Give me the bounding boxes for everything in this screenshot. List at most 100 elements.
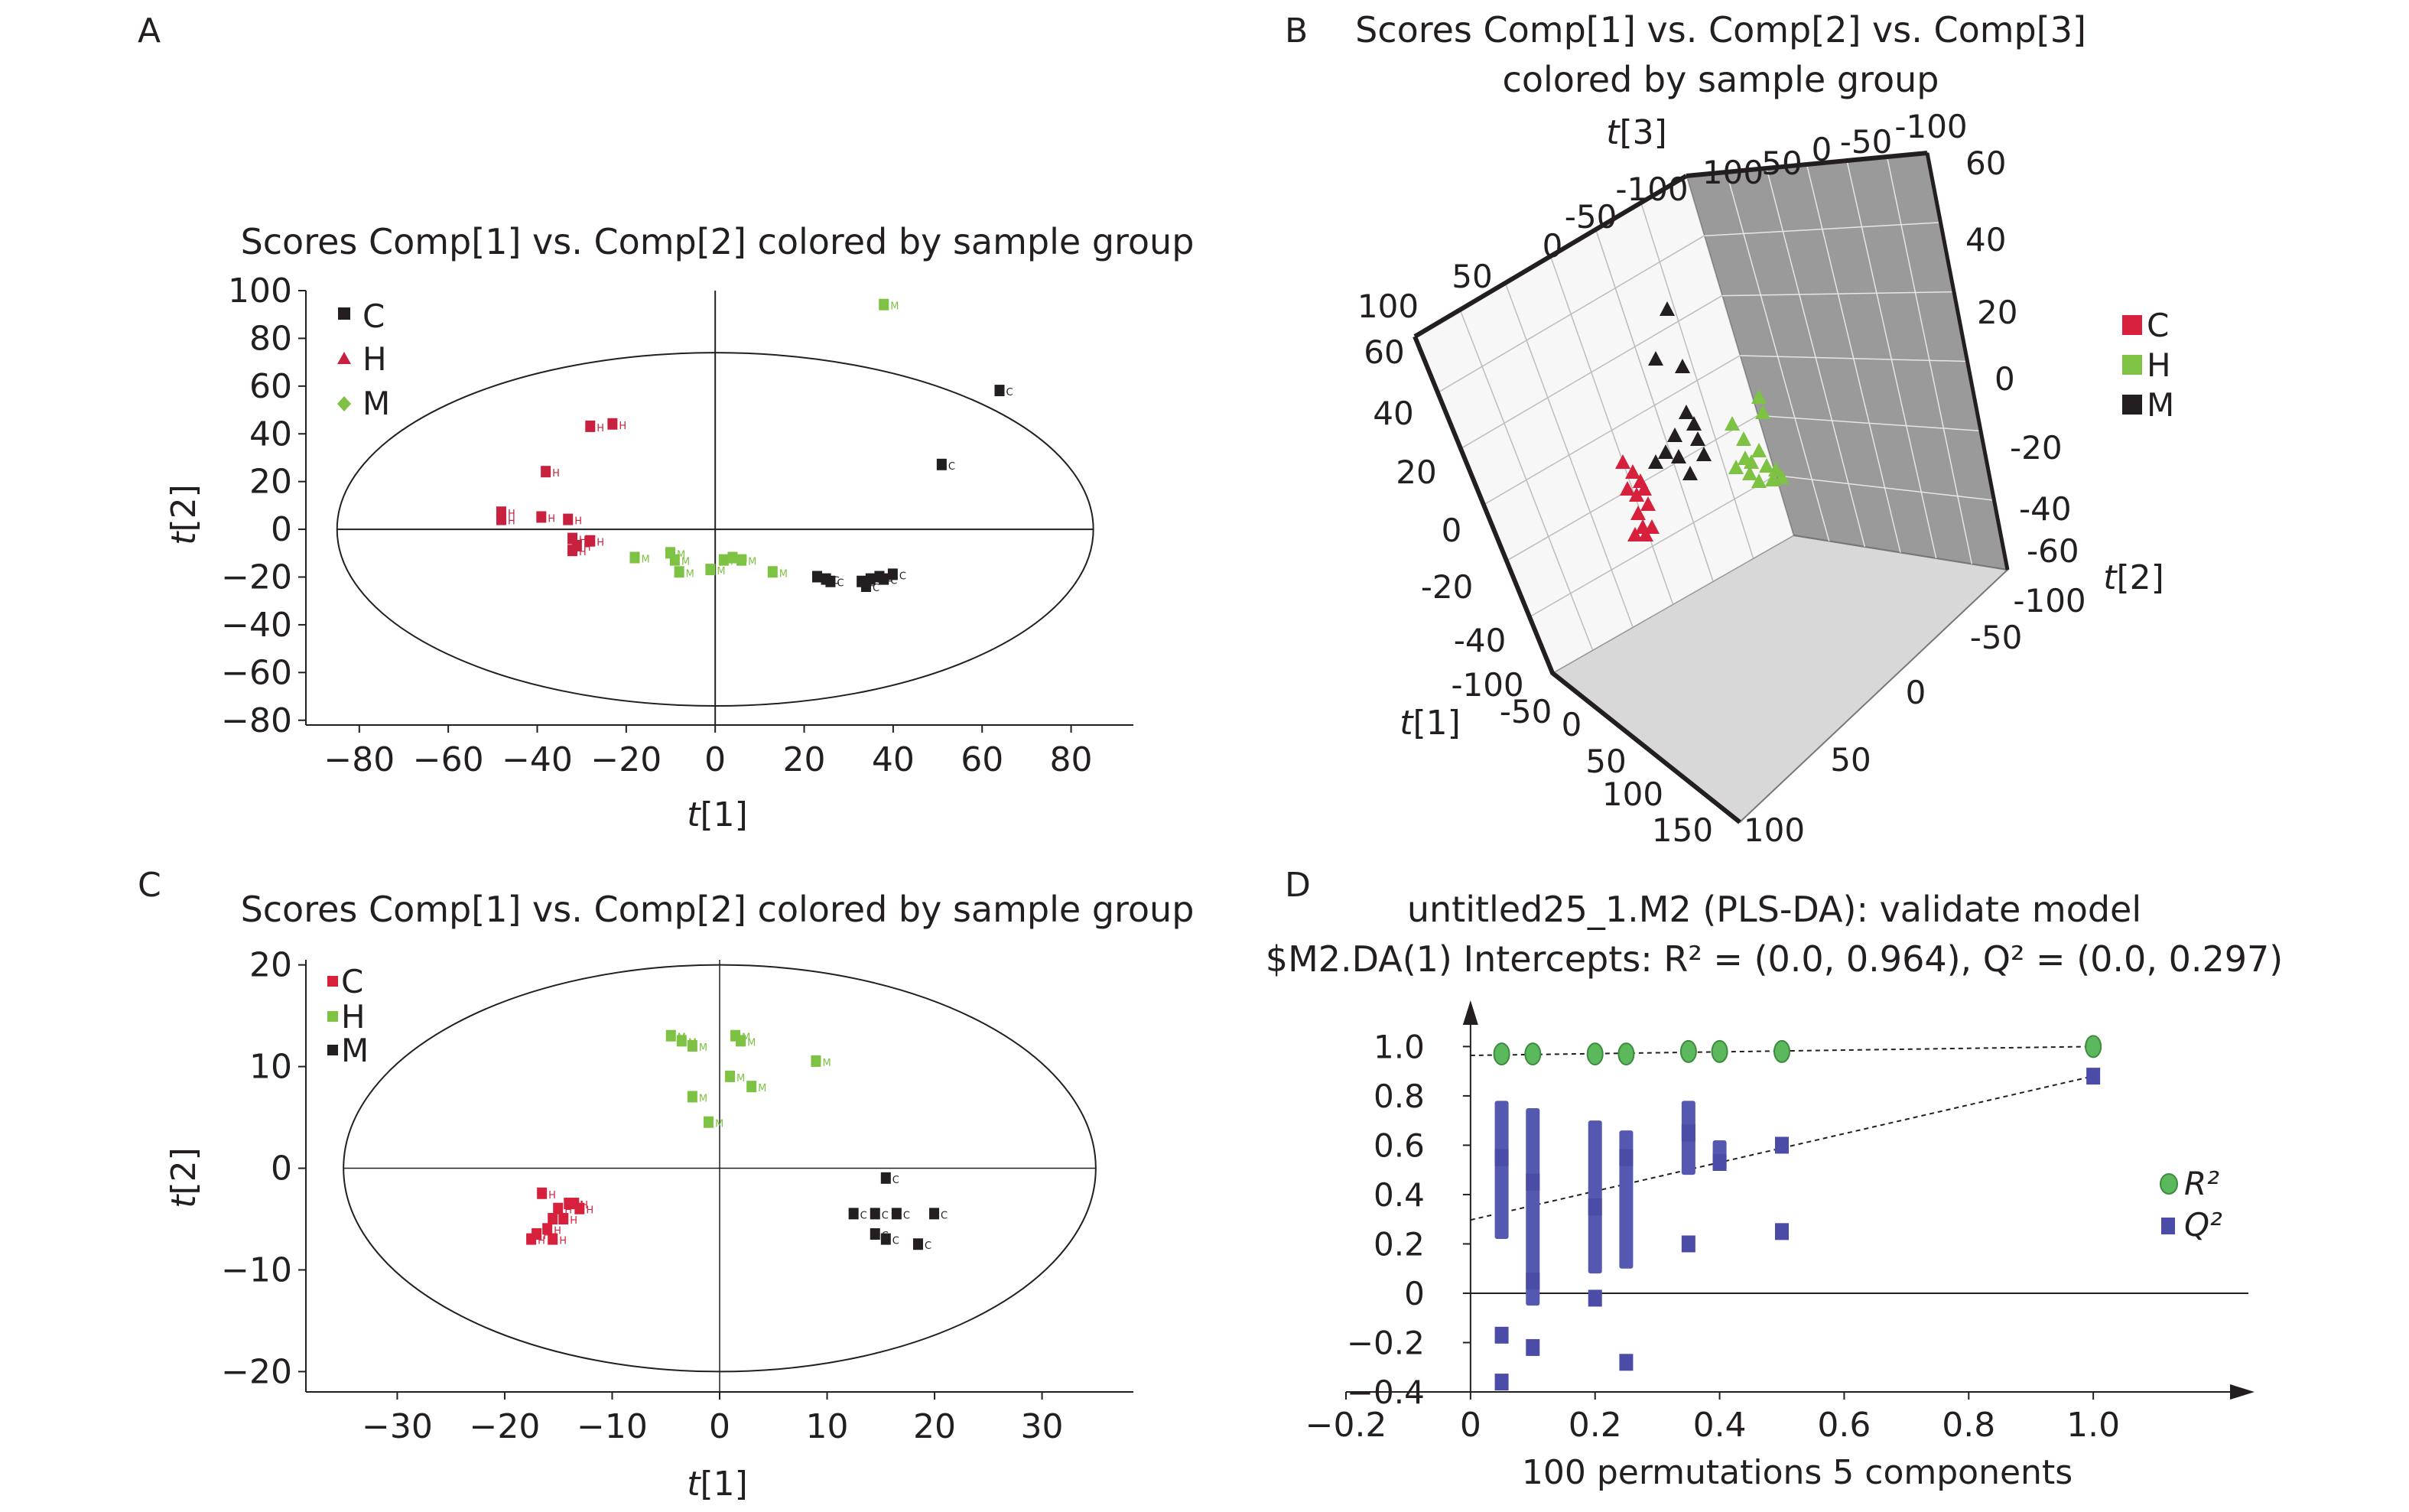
data-point-c [879,573,889,585]
panel-a-title: Scores Comp[1] vs. Comp[2] colored by sa… [241,221,1195,262]
data-point-h [811,1055,821,1067]
panel-c-legend: C H M [327,963,369,1069]
x-tick-label: −30 [362,1407,433,1446]
data-point-h [736,1035,746,1047]
data-point-c [526,1233,537,1245]
q2-point [2086,1068,2101,1085]
data-point-h [1765,472,1780,486]
y-tick-label: −80 [221,701,292,740]
legend-m-label: M [341,1032,369,1069]
data-point-label: C [892,1175,899,1186]
data-point-h [1755,405,1770,419]
data-point-c [1637,481,1652,496]
b-t3-tick: 100 [1357,288,1419,325]
b-left-tick: -40 [1454,622,1507,659]
q2-point [1619,1149,1634,1166]
x-tick-label: 0 [704,740,726,779]
q2-permutation-stack [1588,1120,1602,1274]
q2-point [1775,1136,1789,1154]
b-right-tick: 20 [1977,294,2017,331]
y-tick-label: −10 [221,1250,292,1289]
b-right-tick: -60 [2027,532,2079,570]
data-point-c [548,1233,558,1245]
data-point-label: M [677,549,685,561]
legend-h-marker [327,1011,338,1022]
b-t1-tick: 0 [1562,706,1582,743]
x-tick-label: −20 [590,740,662,779]
b-t2-tick: -50 [1970,619,2023,656]
x-tick-label: 0.2 [1569,1406,1622,1445]
data-point-m [1682,466,1698,480]
data-point-m [669,554,680,566]
x-tick-label: 0.8 [1942,1406,1995,1445]
b-right-tick: 40 [1965,221,2006,259]
y-tick-label: 0 [271,1149,292,1188]
b-left-tick: -20 [1421,568,1474,606]
panel-b-right-edge [1925,152,2010,571]
data-point-c [1638,527,1653,541]
legend-h-label: H [2147,346,2171,384]
data-point-m [848,1208,859,1220]
r2-point [1711,1039,1728,1063]
panel-a-legend: C H M [337,298,390,422]
y-tick-label: 0 [1404,1275,1425,1312]
data-point-m [1667,428,1682,442]
y-tick-label: 1.0 [1374,1028,1425,1065]
q2-point [1775,1223,1789,1240]
data-point-m [727,551,738,564]
hotelling-ellipse [343,964,1097,1373]
panel-b-title-line1: Scores Comp[1] vs. Comp[2] vs. Comp[3] [1355,9,2086,50]
data-point-label: H [619,421,626,432]
panel-b-ylabel: t[2] [2103,558,2164,597]
data-point-label: H [559,1236,567,1247]
legend-h-label: H [341,998,366,1036]
data-point-h [687,1091,697,1103]
data-point-h [725,1070,736,1082]
data-point-m [629,551,640,564]
data-point-h [1774,470,1790,484]
data-point-h [496,513,506,525]
data-point-h [1751,389,1767,404]
x-tick-label: 60 [961,740,1003,779]
x-tick-label: 30 [1021,1407,1064,1446]
data-point-h [665,1029,676,1042]
panel-b-zlabel: t[3] [1606,113,1667,152]
data-point-label: M [715,1119,723,1130]
legend-h-label: H [362,340,387,378]
data-point-label: H [508,509,515,520]
data-point-h [1725,416,1740,431]
q2-point [1681,1124,1695,1142]
b-right-tick: 0 [1994,360,2015,398]
x-tick-label: 0.4 [1693,1406,1747,1445]
q2-point [1681,1235,1695,1253]
x-tick-label: 1.0 [2066,1406,2120,1445]
b-t1-tick: 100 [1602,776,1663,813]
data-point-label: M [747,1037,756,1049]
b-t3-tick: 50 [1761,145,1802,182]
x-tick-label: −0.2 [1305,1406,1387,1445]
data-point-m [1679,405,1694,419]
data-point-label: H [538,1236,545,1247]
regression-line-q2 [1470,1075,2094,1221]
data-point-m [880,1233,891,1245]
b-left-tick: 0 [1442,512,1462,549]
y-tick-label: 0.6 [1374,1127,1425,1164]
data-point-m [767,566,778,578]
data-point-label: H [559,1215,567,1227]
panel-b-title-line2: colored by sample group [1503,59,1939,100]
legend-q2-label: Q² [2184,1206,2222,1244]
legend-c-marker [2122,315,2142,335]
data-point-c [1627,527,1643,541]
data-point-m [1690,431,1705,446]
panel-d-xlabel: 100 permutations 5 components [1522,1453,2073,1492]
y-tick-label: 60 [249,367,292,406]
x-tick-label: −40 [502,740,573,779]
data-point-m [929,1208,940,1220]
panel-b-xlabel: t[1] [1400,704,1461,743]
b-right-tick: -40 [2019,490,2072,528]
x-tick-label: 40 [872,740,915,779]
q2-point [1712,1154,1727,1171]
panel-a-letter: A [138,11,161,50]
data-point-h [585,420,596,432]
